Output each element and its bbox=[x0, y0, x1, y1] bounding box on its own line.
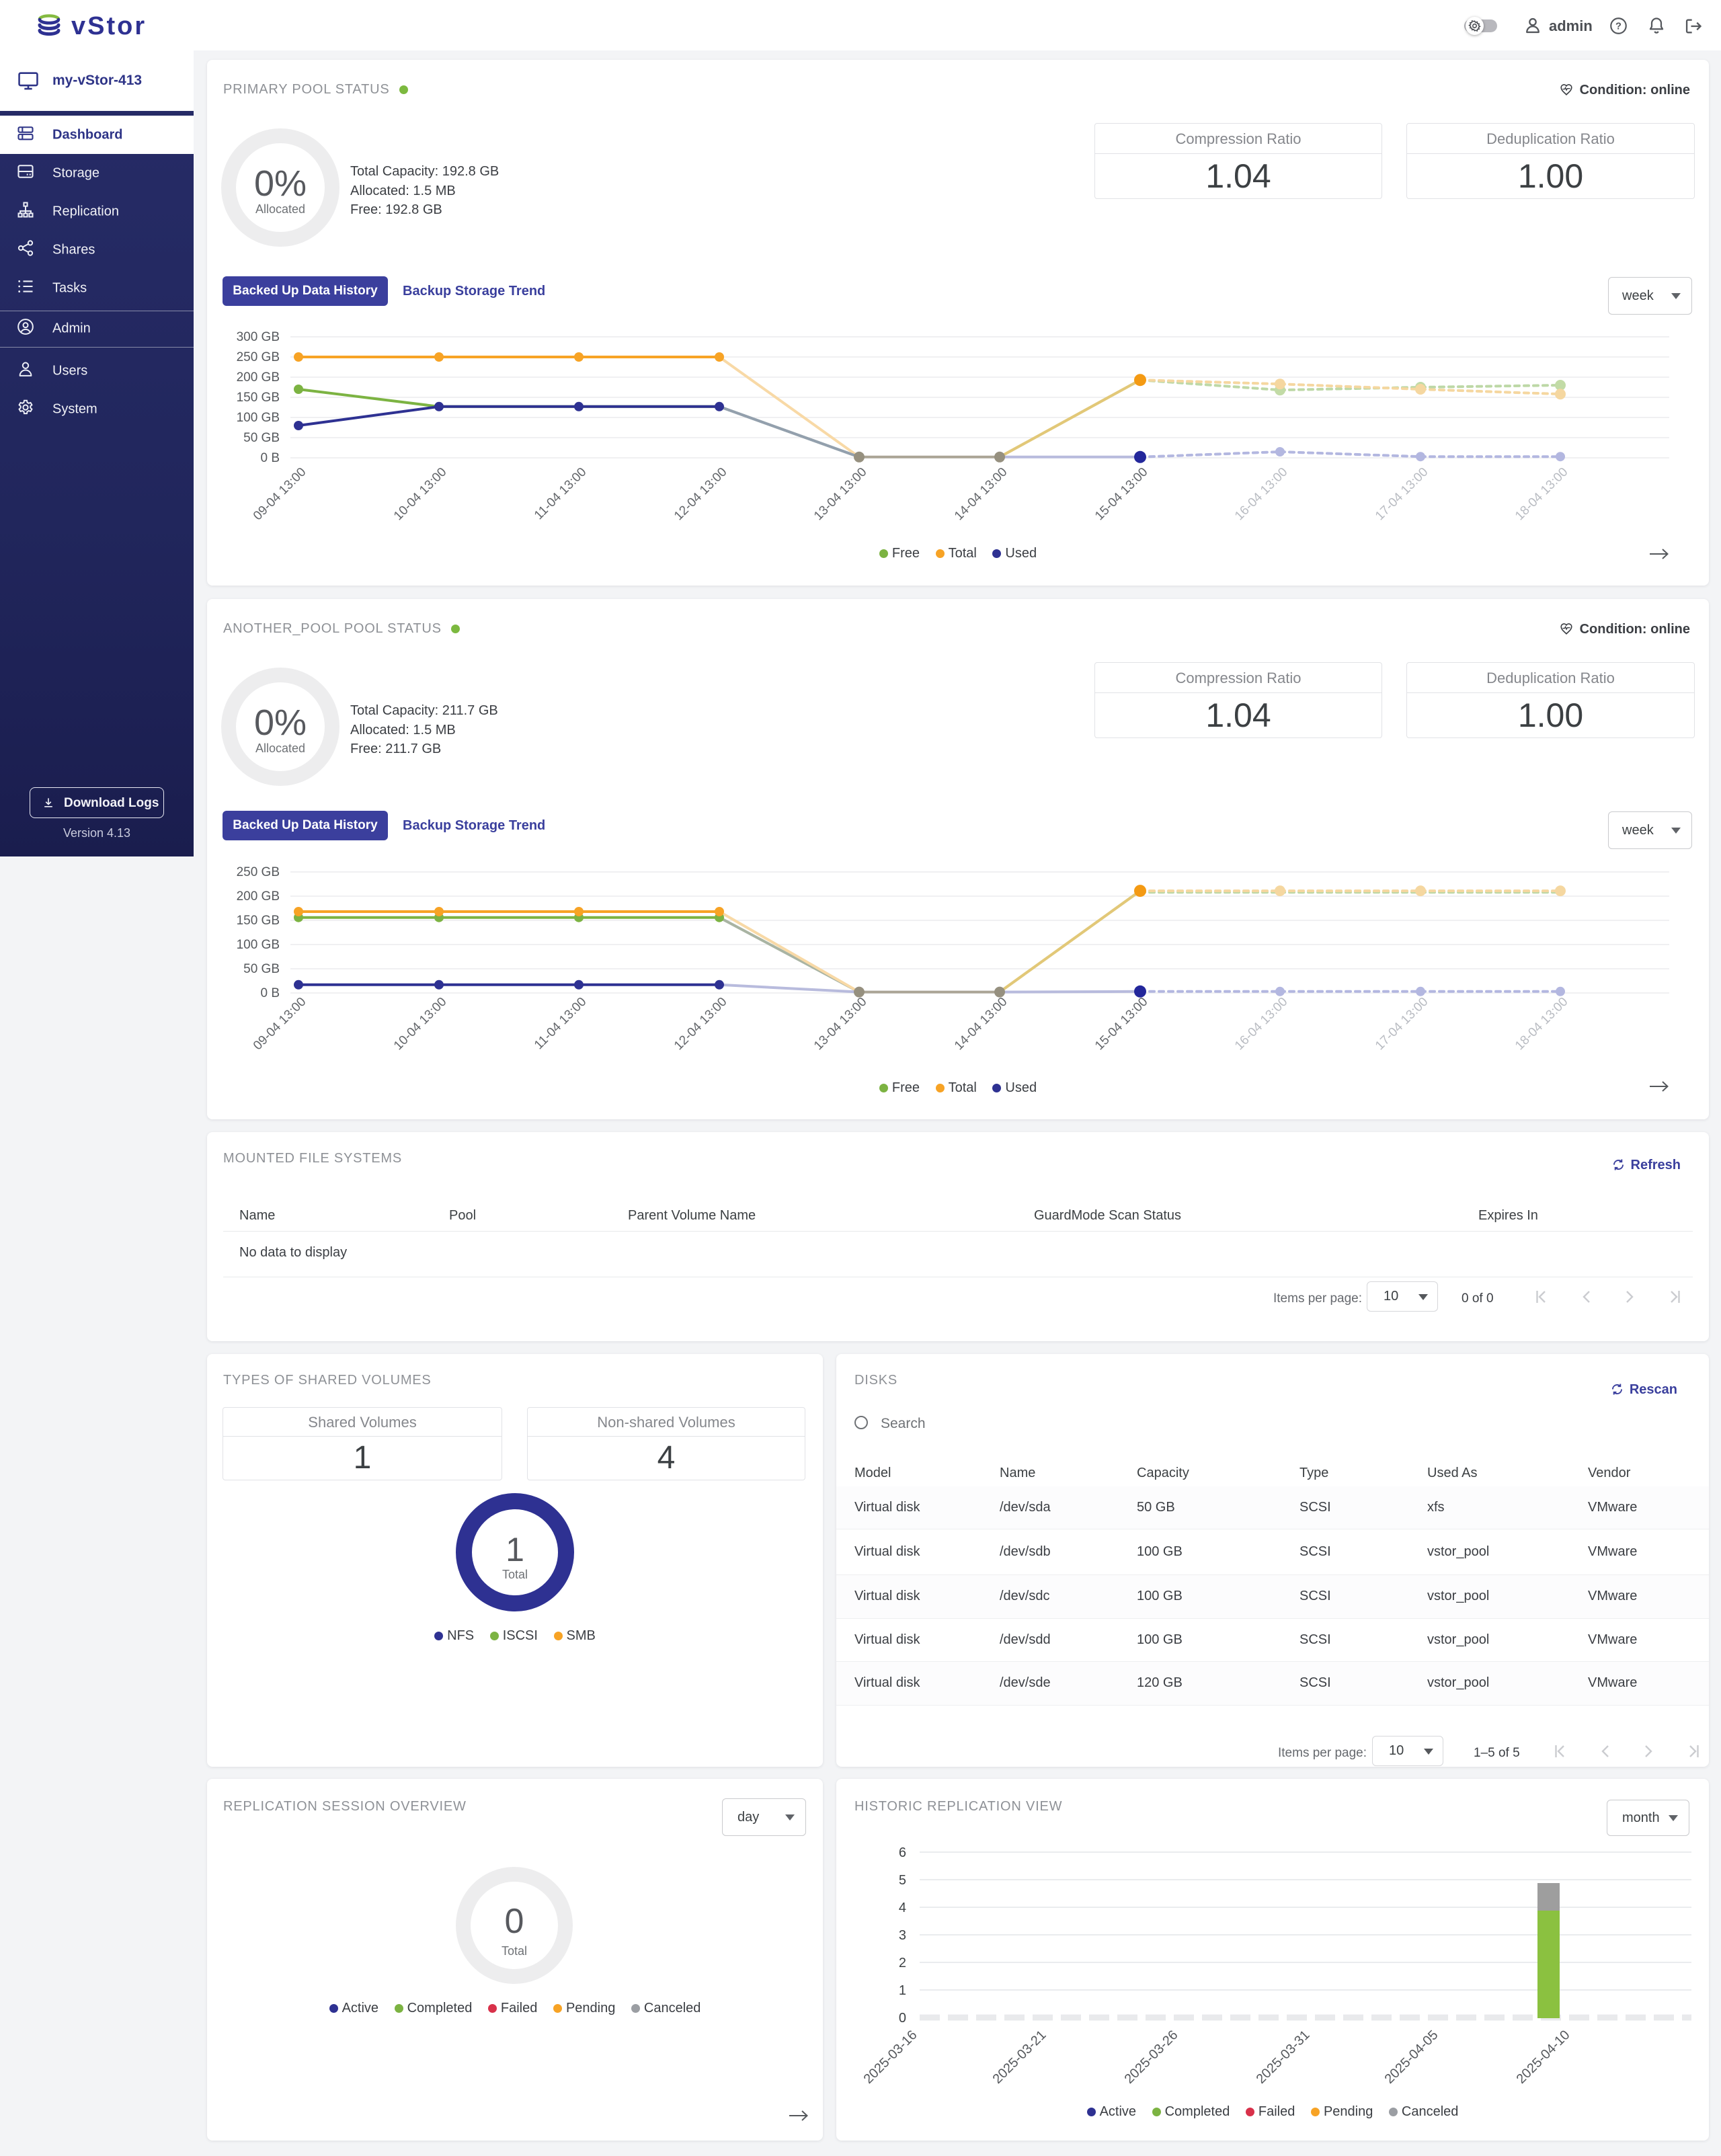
svg-text:14-04 13:00: 14-04 13:00 bbox=[952, 995, 1010, 1053]
svg-text:10-04 13:00: 10-04 13:00 bbox=[391, 995, 450, 1053]
svg-text:18-04 13:00: 18-04 13:00 bbox=[1513, 465, 1571, 524]
svg-text:6: 6 bbox=[899, 1845, 906, 1860]
svg-text:2025-03-21: 2025-03-21 bbox=[990, 2028, 1049, 2087]
svg-text:11-04 13:00: 11-04 13:00 bbox=[532, 995, 590, 1053]
svg-text:1: 1 bbox=[899, 1983, 906, 1998]
svg-text:200 GB: 200 GB bbox=[237, 370, 280, 385]
svg-text:10-04 13:00: 10-04 13:00 bbox=[391, 465, 450, 524]
svg-text:12-04 13:00: 12-04 13:00 bbox=[672, 995, 730, 1053]
svg-text:100 GB: 100 GB bbox=[237, 411, 280, 425]
svg-text:100 GB: 100 GB bbox=[237, 938, 280, 952]
svg-text:17-04 13:00: 17-04 13:00 bbox=[1373, 465, 1431, 524]
svg-text:4: 4 bbox=[899, 1901, 906, 1915]
svg-text:11-04 13:00: 11-04 13:00 bbox=[532, 465, 590, 523]
svg-text:2025-03-16: 2025-03-16 bbox=[861, 2028, 920, 2087]
svg-text:250 GB: 250 GB bbox=[237, 865, 280, 879]
svg-text:16-04 13:00: 16-04 13:00 bbox=[1232, 995, 1291, 1053]
svg-text:18-04 13:00: 18-04 13:00 bbox=[1513, 995, 1571, 1053]
svg-text:200 GB: 200 GB bbox=[237, 889, 280, 904]
svg-text:2025-04-10: 2025-04-10 bbox=[1514, 2028, 1573, 2087]
svg-text:2025-04-05: 2025-04-05 bbox=[1382, 2028, 1441, 2087]
svg-text:50 GB: 50 GB bbox=[243, 431, 280, 445]
svg-text:0: 0 bbox=[899, 2011, 906, 2026]
svg-text:09-04 13:00: 09-04 13:00 bbox=[251, 465, 309, 524]
svg-text:300 GB: 300 GB bbox=[237, 330, 280, 344]
svg-text:09-04 13:00: 09-04 13:00 bbox=[251, 995, 309, 1053]
svg-text:150 GB: 150 GB bbox=[237, 914, 280, 928]
svg-text:250 GB: 250 GB bbox=[237, 350, 280, 364]
svg-text:3: 3 bbox=[899, 1928, 906, 1943]
svg-text:15-04 13:00: 15-04 13:00 bbox=[1092, 995, 1151, 1053]
svg-text:15-04 13:00: 15-04 13:00 bbox=[1092, 465, 1151, 524]
svg-text:13-04 13:00: 13-04 13:00 bbox=[811, 465, 870, 524]
svg-text:12-04 13:00: 12-04 13:00 bbox=[672, 465, 730, 524]
svg-text:2025-03-31: 2025-03-31 bbox=[1254, 2028, 1313, 2087]
svg-text:0 B: 0 B bbox=[260, 451, 280, 465]
svg-text:50 GB: 50 GB bbox=[243, 962, 280, 976]
svg-text:5: 5 bbox=[899, 1873, 906, 1888]
svg-text:?: ? bbox=[1615, 22, 1622, 32]
svg-text:2025-03-26: 2025-03-26 bbox=[1122, 2028, 1181, 2087]
svg-text:16-04 13:00: 16-04 13:00 bbox=[1232, 465, 1291, 524]
svg-text:13-04 13:00: 13-04 13:00 bbox=[811, 995, 870, 1053]
svg-text:150 GB: 150 GB bbox=[237, 391, 280, 405]
svg-text:17-04 13:00: 17-04 13:00 bbox=[1373, 995, 1431, 1053]
svg-text:2: 2 bbox=[899, 1956, 906, 1970]
svg-text:0 B: 0 B bbox=[260, 986, 280, 1000]
svg-text:14-04 13:00: 14-04 13:00 bbox=[952, 465, 1010, 524]
